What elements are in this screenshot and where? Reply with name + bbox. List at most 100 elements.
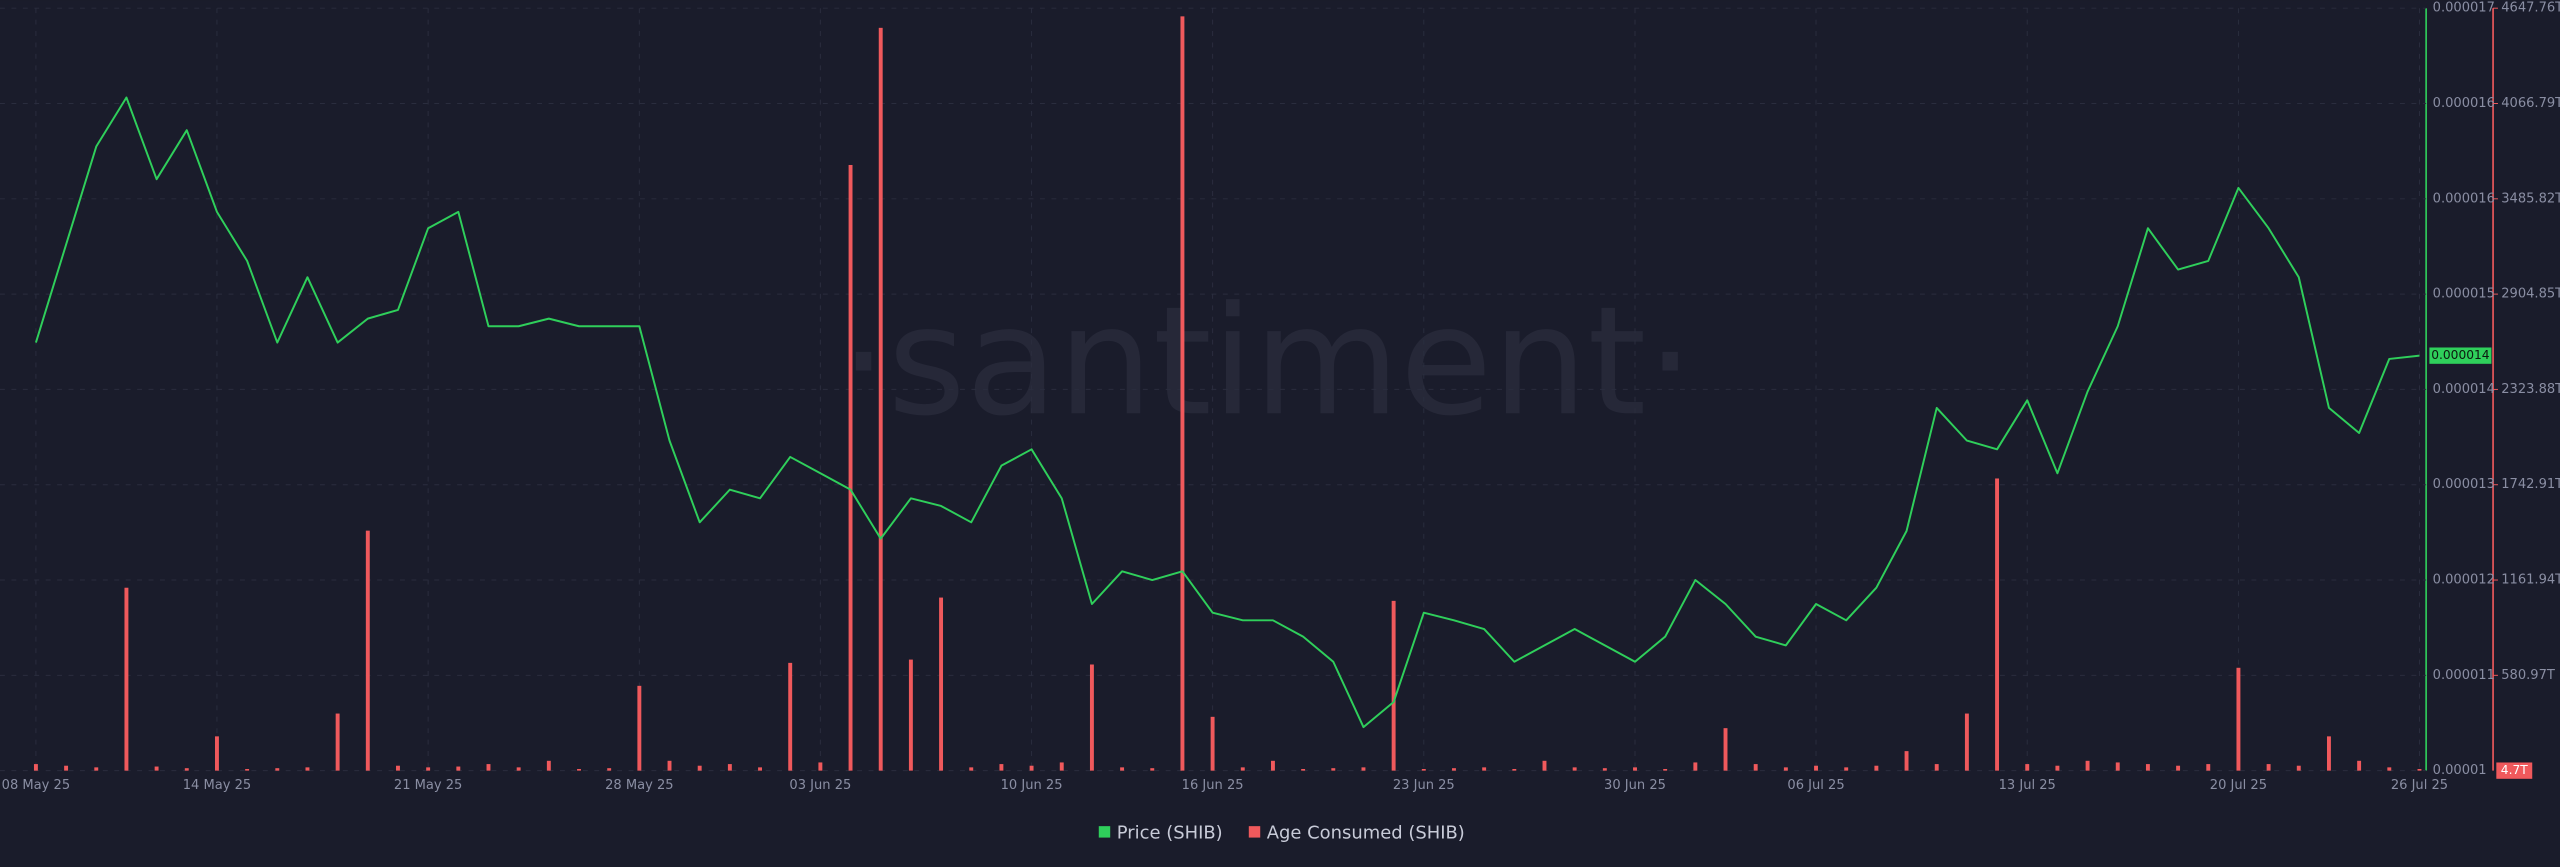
bar <box>396 765 400 771</box>
x-tick-label: 10 Jun 25 <box>1001 778 1063 793</box>
bar <box>2357 760 2362 771</box>
bar <box>2417 769 2422 771</box>
bar <box>1240 767 1245 771</box>
bar <box>94 767 99 771</box>
bar <box>2236 667 2241 771</box>
bar <box>1934 764 1939 771</box>
bar <box>1964 713 1969 771</box>
bar <box>124 587 129 771</box>
age-consumed-bars <box>33 16 2422 771</box>
bar <box>516 767 521 771</box>
bar <box>1150 768 1155 771</box>
bar <box>878 27 883 771</box>
y2-tick-label: 2323.88T <box>2501 382 2560 397</box>
bar <box>1783 767 1788 771</box>
y-tick-label: 0.00001 <box>2433 763 2487 778</box>
y-tick-label: 0.000012 <box>2433 573 2495 588</box>
legend-swatch <box>1248 826 1261 838</box>
x-tick-label: 03 Jun 25 <box>789 778 851 793</box>
bar <box>1753 764 1758 771</box>
bar <box>758 767 762 771</box>
bar <box>848 164 853 771</box>
bar <box>697 765 702 771</box>
y-tick-label: 0.000017 <box>2433 1 2495 16</box>
legend: Price (SHIB) Age Consumed (SHIB) <box>1098 823 1465 844</box>
bar <box>999 764 1004 771</box>
bar <box>788 662 793 771</box>
y2-tick-label: 1742.91T <box>2501 477 2560 492</box>
x-tick-label: 16 Jun 25 <box>1182 778 1244 793</box>
bar <box>1995 478 2000 771</box>
bar <box>1874 765 1879 771</box>
x-tick-label: 08 May 25 <box>2 778 70 793</box>
bar <box>1572 767 1577 771</box>
bar <box>1361 767 1366 771</box>
bar <box>33 764 38 771</box>
last-value-badge <box>2496 762 2533 779</box>
legend-label: Age Consumed (SHIB) <box>1267 823 1465 844</box>
x-tick-label: 23 Jun 25 <box>1393 778 1455 793</box>
bar <box>2176 765 2181 771</box>
bar <box>1210 716 1215 771</box>
bar <box>2025 764 2030 771</box>
bar <box>908 659 913 771</box>
y2-tick-label: 2904.85T <box>2501 287 2560 302</box>
bar <box>1663 769 1668 771</box>
bar <box>969 767 974 771</box>
bar <box>365 530 370 771</box>
x-tick-label: 06 Jul 25 <box>1787 778 1844 793</box>
bar <box>1089 664 1094 771</box>
y2-tick-label: 4647.76T <box>2501 1 2560 16</box>
bar <box>64 765 69 771</box>
legend-swatch <box>1098 826 1111 838</box>
y-tick-label: 0.000016 <box>2433 191 2495 206</box>
bar <box>426 767 431 771</box>
bar <box>1452 768 1456 771</box>
bar <box>335 713 340 771</box>
x-tick-label: 13 Jul 25 <box>1999 778 2056 793</box>
bar <box>607 768 612 771</box>
bar <box>2145 764 2150 771</box>
bar <box>577 769 581 771</box>
bar <box>1180 16 1185 771</box>
bar <box>275 768 280 771</box>
bar <box>2387 767 2392 771</box>
bar <box>727 764 732 771</box>
bar <box>1814 765 1818 771</box>
bar <box>214 736 219 771</box>
last-value-badge <box>2429 347 2492 364</box>
bar <box>1723 728 1728 771</box>
bar <box>1904 751 1909 771</box>
bar <box>1059 762 1064 771</box>
bar <box>1029 765 1034 771</box>
watermark: ·santiment· <box>840 275 1694 449</box>
bar <box>1602 768 1607 771</box>
y-tick-label: 0.000014 <box>2433 382 2495 397</box>
x-tick-label: 30 Jun 25 <box>1604 778 1666 793</box>
bar <box>1542 760 1547 771</box>
x-tick-label: 26 Jul 25 <box>2391 778 2448 793</box>
bar <box>1331 768 1336 771</box>
last-value-label: 4.7T <box>2501 763 2528 777</box>
y2-tick-label: 1161.94T <box>2501 573 2560 588</box>
bar <box>184 768 189 771</box>
x-tick-label: 21 May 25 <box>394 778 462 793</box>
bar <box>305 767 310 771</box>
bar <box>939 597 944 771</box>
bar <box>2115 762 2120 771</box>
bar <box>2266 764 2271 771</box>
bar <box>486 764 491 771</box>
y-tick-label: 0.000013 <box>2433 477 2495 492</box>
bar <box>1844 767 1849 771</box>
bar <box>1633 767 1637 771</box>
bar <box>1482 767 1487 771</box>
y-tick-label: 0.000016 <box>2433 96 2495 111</box>
bar <box>1512 769 1517 771</box>
bar <box>1120 767 1125 771</box>
last-value-label: 0.000014 <box>2431 348 2490 362</box>
bar <box>818 762 823 771</box>
bar <box>546 760 551 771</box>
bar <box>456 766 461 771</box>
bar <box>1391 600 1396 771</box>
